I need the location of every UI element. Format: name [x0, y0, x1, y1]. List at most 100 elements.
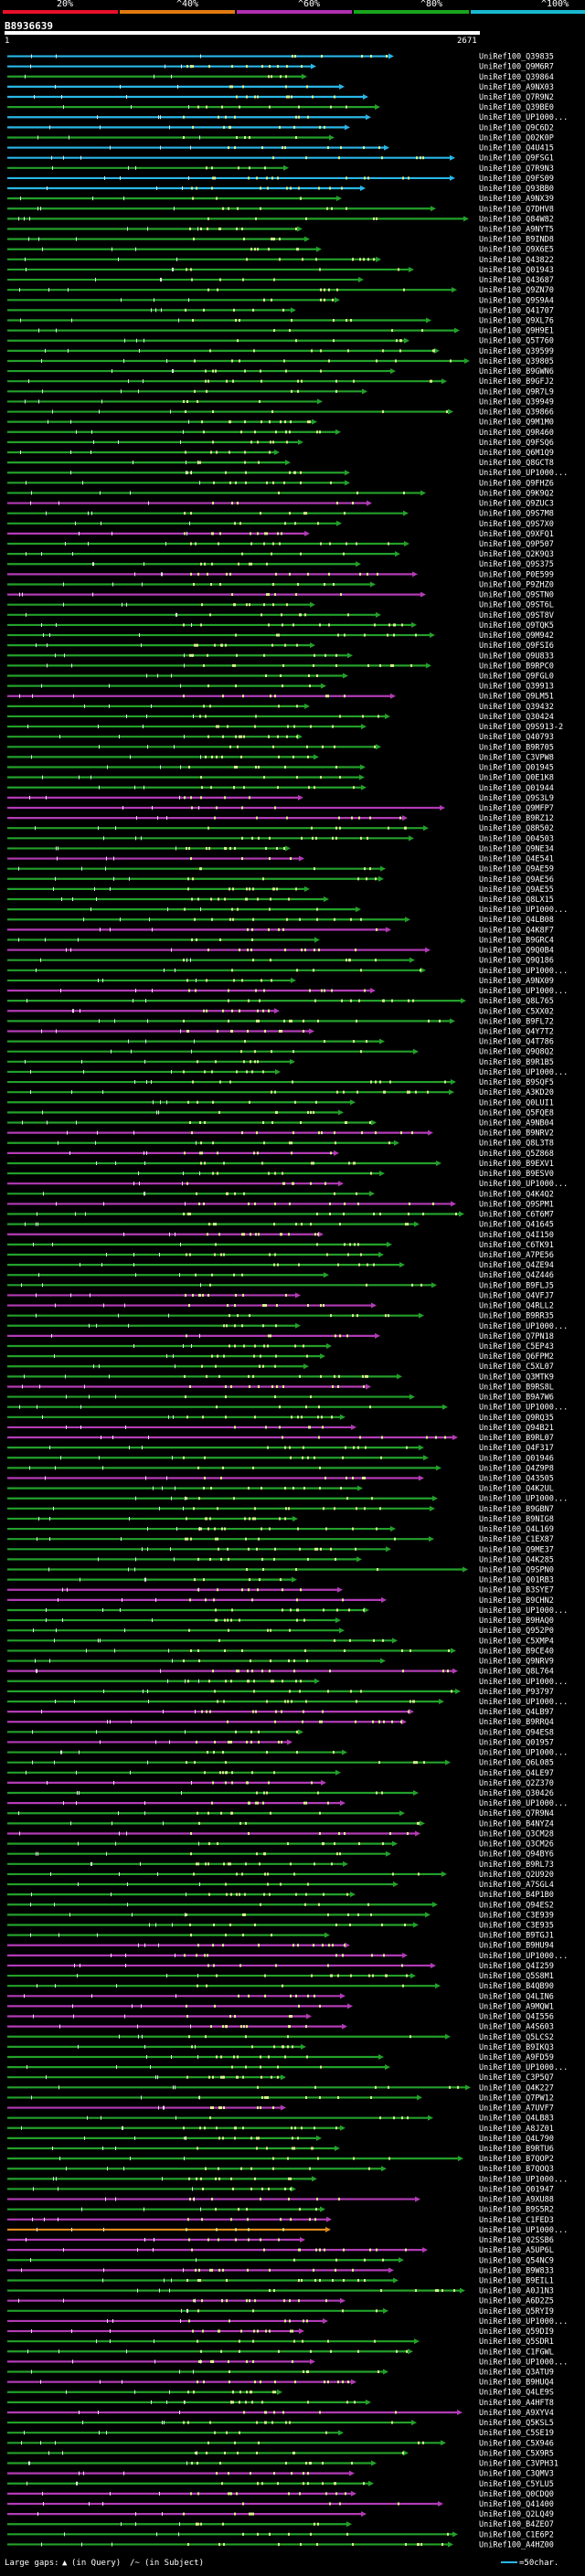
hit-arrow-icon	[342, 2023, 347, 2030]
gap-mark	[193, 2299, 195, 2303]
tick-mark	[136, 338, 137, 343]
hit-label: UniRef100_Q4K4Q2	[479, 1190, 554, 1199]
tick-mark	[101, 1263, 102, 1267]
gap-mark	[363, 258, 365, 261]
gap-mark	[198, 2359, 200, 2363]
gap-mark	[233, 786, 235, 790]
gap-mark	[206, 1984, 207, 1988]
hit-row: UniRef100_Q4VFJ7	[7, 1291, 554, 1300]
gap-mark	[305, 512, 307, 515]
tick-mark	[171, 74, 172, 79]
gap-mark	[311, 1161, 313, 1165]
hit-arrow-icon	[458, 2156, 463, 2162]
gap-mark	[391, 1720, 393, 1723]
hit-row: UniRef100_C5X946	[7, 2439, 554, 2448]
hit-row: UniRef100_Q01946	[7, 1454, 554, 1463]
hit-label: UniRef100_UP1000...	[479, 2063, 568, 2072]
tick-mark	[119, 2034, 120, 2039]
gap-mark	[190, 1648, 192, 1652]
gap-mark	[271, 298, 272, 302]
tick-mark	[120, 84, 121, 89]
tick-mark	[161, 308, 162, 313]
gap-mark	[258, 1537, 260, 1541]
gap-mark	[329, 186, 331, 190]
hit-row: UniRef100_C5X9R5	[7, 2449, 554, 2458]
gap-mark	[209, 2268, 211, 2272]
tick-mark	[146, 673, 147, 678]
tick-mark	[106, 856, 107, 861]
gap-mark	[230, 2492, 232, 2496]
gap-mark	[369, 816, 371, 820]
gap-mark	[403, 491, 405, 494]
hit-label: UniRef100_Q39864	[479, 73, 554, 82]
tick-mark	[53, 2177, 54, 2181]
hit-label: UniRef100_Q39432	[479, 703, 554, 712]
gap-mark	[279, 238, 281, 241]
hit-row: UniRef100_Q9P507	[7, 540, 554, 549]
gap-mark	[295, 339, 297, 343]
gap-mark	[187, 877, 189, 881]
tick-mark	[184, 2400, 185, 2404]
hit-label: UniRef100_C5XMP4	[479, 1637, 554, 1646]
gap-mark	[225, 115, 227, 119]
tick-mark	[55, 876, 56, 881]
gap-mark	[232, 917, 234, 921]
gap-mark	[408, 176, 410, 180]
tick-mark	[171, 1496, 172, 1500]
gap-mark	[218, 115, 219, 119]
gap-mark	[190, 1934, 192, 1937]
gap-mark	[241, 1131, 243, 1135]
gap-mark	[228, 1019, 229, 1023]
footer-scale: =50char.	[519, 2559, 559, 2568]
gap-mark	[334, 1638, 335, 1642]
gap-mark	[335, 836, 337, 840]
tick-mark	[147, 1760, 148, 1765]
hit-row: UniRef100_Q9K9Q2	[7, 489, 554, 498]
gap-mark	[235, 481, 237, 484]
gap-mark	[291, 2015, 292, 2019]
gap-mark	[284, 1700, 286, 1703]
gap-mark	[252, 917, 254, 921]
gap-mark	[284, 766, 286, 769]
gap-mark	[190, 2492, 192, 2496]
hit-row: UniRef100_Q9ME37	[7, 1545, 554, 1554]
hit-row: UniRef100_B4P1B0	[7, 1891, 554, 1900]
gap-mark	[222, 1944, 224, 1947]
gap-mark	[415, 1090, 417, 1094]
tick-mark	[125, 1963, 126, 1967]
gap-mark	[211, 562, 213, 566]
gap-mark	[391, 2421, 393, 2424]
hit-arrow-icon	[371, 2460, 377, 2466]
gap-mark	[291, 1019, 292, 1023]
gap-mark	[259, 399, 261, 403]
gap-mark	[186, 2278, 188, 2282]
tick-mark	[189, 521, 190, 525]
gap-mark	[201, 603, 203, 607]
tick-mark	[191, 471, 192, 475]
tick-mark	[160, 278, 161, 282]
gap-mark	[216, 755, 218, 758]
gap-mark	[375, 2085, 377, 2089]
gap-mark	[211, 166, 213, 170]
gap-mark	[420, 969, 421, 972]
gap-mark	[252, 2339, 254, 2343]
hit-row: UniRef100_B9GRC4	[7, 936, 554, 945]
gap-mark	[240, 1050, 242, 1054]
gap-mark	[233, 308, 235, 312]
hit-row: UniRef100_Q9S375	[7, 560, 554, 569]
gap-mark	[358, 816, 360, 820]
gap-mark	[298, 105, 300, 109]
gap-mark	[388, 623, 390, 627]
hit-label: UniRef100_A9NX09	[479, 977, 554, 986]
gap-mark	[315, 2208, 317, 2211]
gap-mark	[212, 1171, 214, 1175]
tick-mark	[141, 643, 142, 648]
gap-mark	[185, 451, 186, 454]
gap-mark	[378, 146, 380, 150]
hit-row: UniRef100_B9CHN2	[7, 1596, 554, 1606]
gap-mark	[324, 1182, 326, 1185]
gap-mark	[301, 836, 303, 840]
gap-mark	[339, 2502, 341, 2506]
hit-row: UniRef100_C1FED3	[7, 2216, 554, 2225]
hit-label: UniRef100_Q9MFP7	[479, 804, 554, 813]
